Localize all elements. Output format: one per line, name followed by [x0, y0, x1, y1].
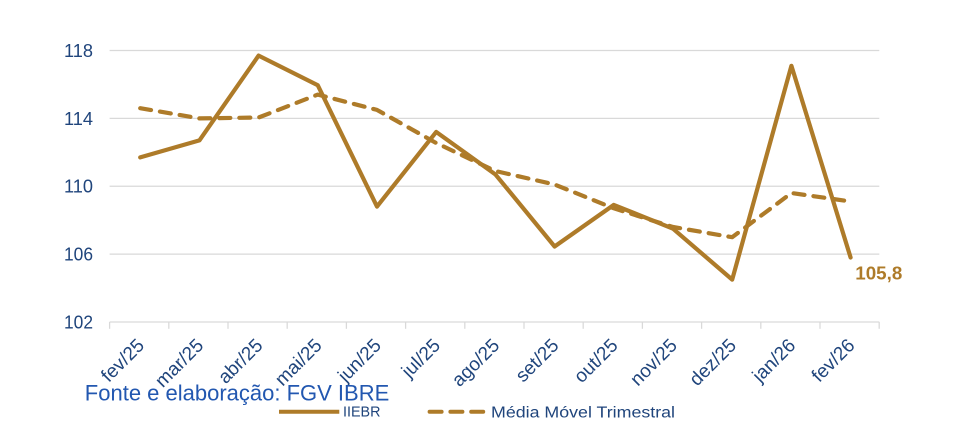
svg-text:110: 110 [64, 177, 93, 197]
svg-text:118: 118 [64, 41, 93, 61]
svg-text:114: 114 [64, 109, 93, 129]
svg-text:Média Móvel Trimestral: Média Móvel Trimestral [491, 405, 675, 422]
svg-text:105,8: 105,8 [855, 264, 902, 284]
svg-text:106: 106 [64, 245, 93, 265]
svg-text:102: 102 [64, 312, 93, 332]
svg-text:Fonte e elaboração: FGV IBRE: Fonte e elaboração: FGV IBRE [85, 381, 390, 406]
svg-text:IIEBR: IIEBR [343, 404, 381, 421]
